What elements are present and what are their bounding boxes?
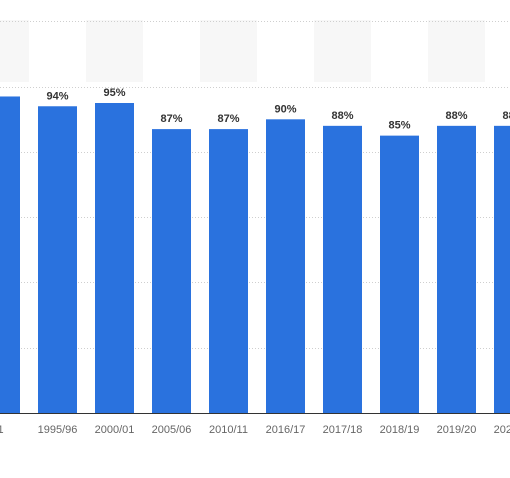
category-band (428, 20, 485, 82)
bar-2000-01 (95, 103, 134, 413)
bar-1990-91 (0, 96, 20, 413)
x-tick-label: 2018/19 (380, 424, 420, 436)
x-tick-label: 2019/20 (437, 424, 477, 436)
x-tick-label: 2000/01 (95, 424, 135, 436)
bar-2020-21 (494, 125, 510, 413)
category-band (200, 20, 257, 82)
category-bands (0, 20, 485, 82)
data-labels: 94% 95% 87% 87% 90% 88% 85% 88% 88% (46, 87, 510, 132)
x-tick-label: 1 (0, 424, 4, 436)
x-tick-label: 2017/18 (323, 424, 363, 436)
data-label: 87% (217, 113, 239, 125)
x-tick-label: 1995/96 (38, 424, 78, 436)
data-label: 90% (274, 103, 296, 115)
category-band (0, 20, 29, 82)
data-label: 95% (103, 87, 125, 99)
bar-2010-11 (209, 129, 248, 413)
x-tick-label: 2005/06 (152, 424, 192, 436)
data-label: 85% (388, 120, 410, 132)
bar-2017-18 (323, 125, 362, 413)
x-tick-label: 2010/11 (209, 424, 248, 436)
category-band (86, 20, 143, 82)
data-label: 87% (160, 113, 182, 125)
data-label: 88% (331, 110, 353, 122)
data-label: 88% (502, 110, 510, 122)
bar-2005-06 (152, 129, 191, 413)
bar-2016-17 (266, 119, 305, 413)
bar-2019-20 (437, 125, 476, 413)
bar-1995-96 (38, 106, 77, 414)
category-band (314, 20, 371, 82)
data-label: 94% (46, 90, 68, 102)
bars (0, 96, 510, 414)
x-tick-labels: 1 1995/96 2000/01 2005/06 2010/11 2016/17 2017… (0, 424, 510, 436)
gridlines (0, 21, 510, 349)
x-tick-label: 2016/17 (266, 424, 306, 436)
bar-2018-19 (380, 135, 419, 413)
data-label: 88% (445, 110, 467, 122)
